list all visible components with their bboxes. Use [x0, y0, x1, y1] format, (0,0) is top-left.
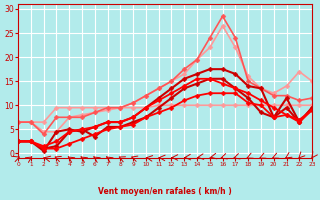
- X-axis label: Vent moyen/en rafales ( km/h ): Vent moyen/en rafales ( km/h ): [98, 187, 232, 196]
